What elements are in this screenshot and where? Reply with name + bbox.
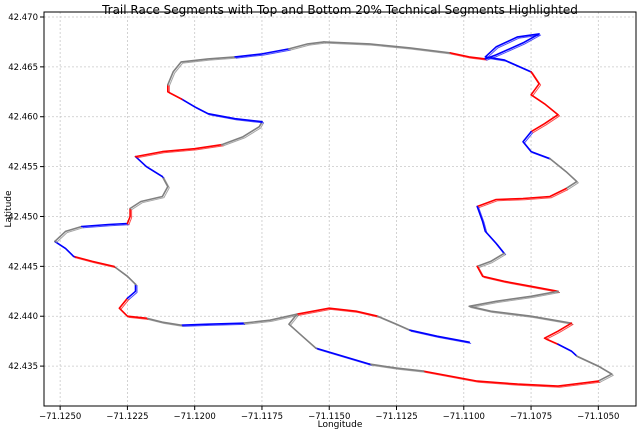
x-tick-label: −71.1050 [577,412,619,422]
segment-lap2-middle-5 [550,159,579,191]
y-axis: 42.435 42.440 42.445 42.450 42.455 42.460 42.4… [8,13,44,372]
segment-top-34 [134,143,223,158]
x-tick-label: −71.1250 [39,412,81,422]
segment-lap2-top-27 [74,257,116,269]
segment-lap2-top-31 [128,209,133,226]
segment-middle-23 [145,317,182,327]
segment-top-24 [118,297,148,320]
series-group [53,33,614,388]
segment-lap2-bottom-2 [486,34,542,74]
x-tick-label: −71.1175 [241,412,283,422]
segment-lap2-middle-19 [378,316,412,332]
segment-top-31 [126,207,131,225]
x-axis-label: Longitude [318,420,363,430]
y-tick-label: 42.460 [8,113,38,123]
segment-lap2-middle-0 [324,42,453,55]
segment-lap2-bottom-33 [136,157,165,179]
segment-lap2-bottom-30 [82,224,130,229]
y-tick-label: 42.440 [8,312,38,322]
grid [44,12,636,406]
segment-lap2-middle-26 [115,267,138,286]
segment-lap2-top-11 [545,323,574,346]
segment-lap2-top-37 [168,85,184,101]
segment-middle-15 [368,363,425,372]
segment-middle-17 [288,313,317,349]
segment-bottom-39 [234,48,290,58]
segment-lap2-top-1 [451,53,488,61]
segment-lap2-bottom-7 [478,207,507,256]
segment-lap2-bottom-20 [411,330,472,344]
segment-bottom-16 [314,347,371,365]
y-tick-label: 42.435 [8,362,38,372]
segment-lap2-bottom-22 [182,323,246,327]
segment-lap2-bottom-28 [55,242,76,259]
segment-top-18 [296,307,379,318]
plot-frame [43,11,637,407]
segment-middle-32 [129,175,169,210]
segment-lap2-bottom-39 [236,49,291,59]
segment-lap2-top-34 [136,145,224,159]
segment-lap2-top-9 [478,267,560,293]
segment-lap2-middle-35 [222,122,264,147]
segment-lap2-middle-21 [244,314,299,325]
y-axis-label: Latitude [4,190,14,228]
segment-top-37 [167,84,182,100]
segment-bottom-20 [409,329,471,344]
segment-middle-40 [288,41,325,50]
segment-lap2-middle-40 [289,42,326,51]
segment-middle-35 [220,120,263,146]
segment-top-6 [476,187,567,208]
segment-lap2-bottom-16 [316,348,372,366]
chart-title: Trail Race Segments with Top and Bottom … [101,3,578,17]
x-tick-label: −71.1100 [443,412,485,422]
segment-bottom-36 [180,98,263,123]
segment-lap2-middle-10 [470,292,574,325]
y-tick-label: 42.455 [8,163,38,173]
segment-lap2-top-24 [120,299,149,320]
segment-lap2-middle-38 [168,57,238,87]
segment-lap2-middle-29 [55,227,84,244]
x-tick-label: −71.1150 [308,412,350,422]
segment-middle-10 [468,290,573,325]
segment-lap2-top-14 [424,371,601,388]
y-tick-label: 42.465 [8,63,38,73]
segment-bottom-30 [80,222,129,228]
segment-lap2-middle-13 [577,356,614,383]
y-tick-label: 42.470 [8,13,38,23]
segment-top-14 [422,370,600,387]
x-tick-label: −71.1225 [106,412,148,422]
segment-bottom-22 [180,322,244,327]
segment-top-3 [530,71,559,133]
segment-lap2-top-6 [478,189,568,209]
segment-middle-8 [476,252,505,268]
segment-middle-29 [53,225,83,243]
x-tick-label: −71.1075 [510,412,552,422]
y-tick-label: 42.445 [8,262,38,272]
segment-lap2-middle-17 [289,314,318,350]
segment-top-9 [476,265,559,293]
segment-lap2-middle-23 [147,318,184,327]
segment-lap2-middle-8 [478,254,507,269]
x-tick-label: −71.1125 [375,412,417,422]
segment-top-27 [72,255,115,268]
segment-middle-5 [549,157,578,190]
segment-top-1 [449,52,487,60]
segment-lap2-bottom-25 [128,285,138,300]
segment-lap2-bottom-36 [182,99,264,124]
segment-lap2-middle-32 [131,177,170,211]
segment-middle-38 [167,56,236,86]
x-axis: −71.1250 −71.1225 −71.1200 −71.1175 −71.1150… [39,406,619,422]
segment-lap2-top-18 [297,308,380,318]
segment-lap2-middle-15 [370,364,426,373]
segment-middle-21 [242,313,298,325]
y-tick-label: 42.450 [8,212,38,222]
segment-lap2-bottom-4 [524,132,552,161]
segment-bottom-25 [126,283,137,300]
segment-lap2-top-3 [532,72,560,134]
x-tick-label: −71.1200 [174,412,216,422]
segment-middle-0 [323,41,452,54]
segment-middle-13 [575,355,613,382]
